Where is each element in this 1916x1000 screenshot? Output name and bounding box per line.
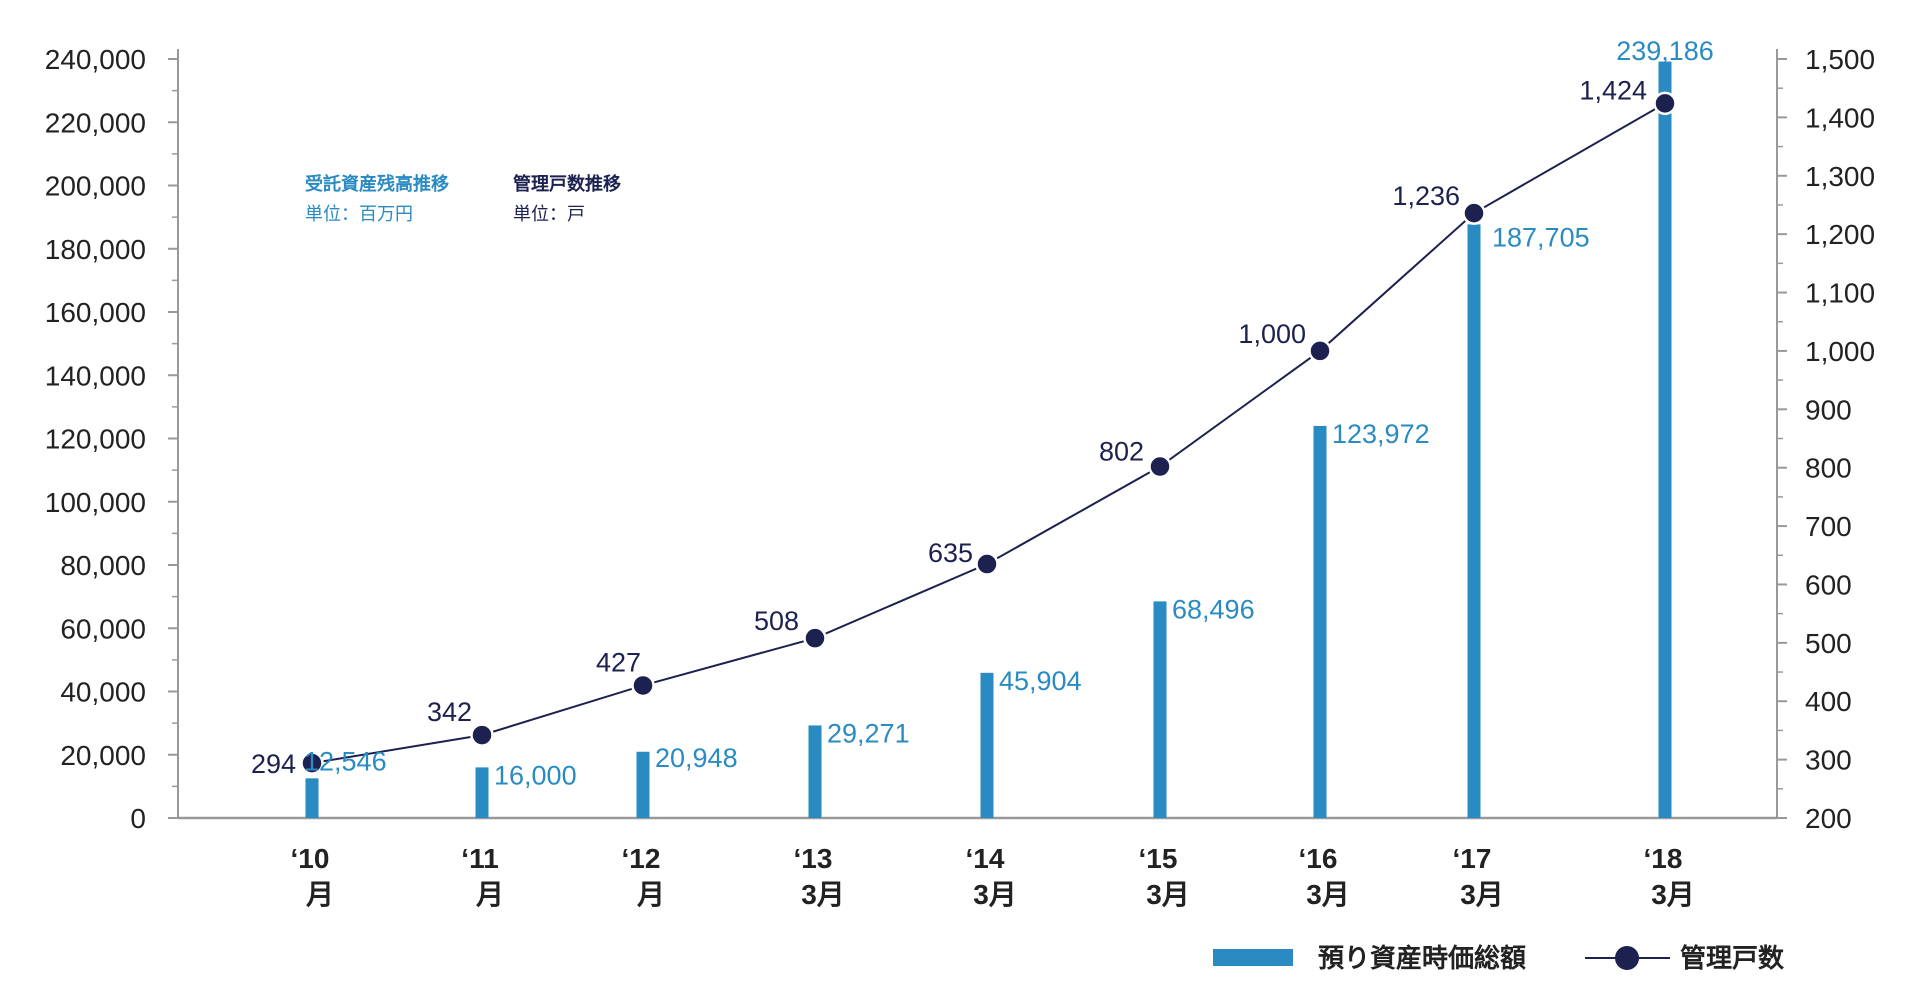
line-marker [1148, 454, 1172, 479]
bar [636, 751, 650, 818]
x-category-label: ‘10 [291, 843, 330, 874]
bar-data-label: 20,948 [655, 743, 738, 773]
x-category-sublabel: 3月 [1146, 879, 1190, 910]
bar-data-label: 123,972 [1332, 419, 1430, 449]
left-tick-label: 60,000 [60, 613, 146, 644]
right-tick-label: 1,100 [1805, 278, 1875, 309]
left-tick-label: 140,000 [45, 360, 146, 391]
x-category-sublabel: 月 [475, 879, 504, 910]
line-series [300, 91, 1677, 775]
right-tick-label: 200 [1805, 803, 1852, 834]
unit-notes: 受託資産残高推移 単位：百万円 管理戸数推移 単位：戸 [305, 173, 621, 224]
left-tick-label: 240,000 [45, 44, 146, 75]
left-tick-label: 120,000 [45, 424, 146, 455]
bar-data-label: 187,705 [1492, 222, 1590, 252]
bar [1313, 425, 1327, 818]
x-category-sublabel: 3月 [1306, 879, 1350, 910]
right-tick-label: 1,400 [1805, 102, 1875, 133]
note-title-units: 管理戸数推移 [513, 173, 621, 194]
left-tick-label: 220,000 [45, 107, 146, 138]
legend-label-assets: 預り資産時価総額 [1318, 943, 1526, 973]
bar [980, 672, 994, 818]
right-tick-label: 1,300 [1805, 161, 1875, 192]
x-category-sublabel: 3月 [801, 879, 845, 910]
point-data-label: 1,424 [1579, 75, 1647, 105]
left-tick-label: 200,000 [45, 171, 146, 202]
data-labels: 12,546 16,000 20,948 29,271 45,904 68,496 123,… [251, 36, 1714, 790]
right-tick-label: 600 [1805, 569, 1852, 600]
line-marker [1308, 339, 1332, 363]
x-category-label: ‘17 [1453, 843, 1492, 874]
point-data-label: 427 [596, 647, 641, 677]
x-category-sublabel: 月 [305, 879, 334, 910]
x-category-label: ‘16 [1299, 843, 1338, 874]
note-title-assets: 受託資産残高推移 [305, 173, 449, 194]
x-category-sublabel: 月 [636, 879, 665, 910]
x-category-label: ‘12 [622, 843, 661, 874]
bar [475, 767, 489, 818]
line-marker [975, 552, 999, 576]
bar-data-label: 16,000 [494, 760, 577, 790]
x-category-label: ‘18 [1644, 843, 1683, 874]
left-tick-label: 80,000 [60, 550, 146, 581]
line-marker [300, 751, 324, 775]
x-category-label: ‘11 [461, 843, 498, 874]
legend-bar-swatch [1213, 949, 1293, 966]
bar-data-label: 12,546 [304, 746, 387, 776]
note-unit-units: 単位：戸 [513, 204, 585, 224]
left-tick-label: 40,000 [60, 677, 146, 708]
left-tick-label: 20,000 [60, 740, 146, 771]
right-tick-label: 1,500 [1805, 44, 1875, 75]
x-category-sublabel: 3月 [1651, 879, 1695, 910]
chart-axes: 0 20,000 40,000 60,000 80,000 100,000 120,000 1… [45, 44, 1875, 910]
right-tick-label: 300 [1805, 745, 1852, 776]
bar [1467, 224, 1481, 818]
bar [808, 725, 822, 818]
bar-series [305, 61, 1672, 818]
left-tick-label: 100,000 [45, 487, 146, 518]
left-tick-label: 0 [130, 803, 146, 834]
x-category-label: ‘15 [1139, 843, 1178, 874]
point-data-label: 294 [251, 749, 296, 779]
right-tick-label: 1,000 [1805, 336, 1875, 367]
point-data-label: 635 [928, 538, 973, 568]
legend-marker-swatch [1615, 946, 1639, 970]
left-tick-label: 160,000 [45, 297, 146, 328]
x-category-label: ‘14 [966, 843, 1005, 874]
bar [1153, 601, 1167, 818]
point-data-label: 1,236 [1392, 181, 1460, 211]
line-marker [470, 723, 494, 747]
note-unit-assets: 単位：百万円 [305, 204, 413, 224]
legend-label-units: 管理戸数 [1680, 943, 1785, 973]
bar-data-label: 68,496 [1172, 594, 1255, 624]
x-category-sublabel: 3月 [1460, 879, 1504, 910]
right-tick-label: 500 [1805, 628, 1852, 659]
line-marker [1653, 91, 1677, 116]
legend: 預り資産時価総額 管理戸数 [1213, 943, 1785, 973]
line-marker [803, 626, 827, 650]
point-data-label: 1,000 [1238, 319, 1306, 349]
line-marker [631, 673, 655, 698]
left-tick-label: 180,000 [45, 234, 146, 265]
right-tick-label: 1,200 [1805, 219, 1875, 250]
x-category-sublabel: 3月 [973, 879, 1017, 910]
bar [305, 778, 319, 818]
line-marker [1462, 201, 1486, 225]
bar-data-label: 29,271 [827, 718, 910, 748]
line-path [311, 102, 1666, 765]
bar-data-label: 45,904 [999, 666, 1082, 696]
point-data-label: 508 [754, 606, 799, 636]
right-tick-label: 400 [1805, 686, 1852, 717]
point-data-label: 342 [427, 697, 472, 727]
point-data-label: 802 [1099, 437, 1144, 467]
right-tick-label: 800 [1805, 453, 1852, 484]
right-tick-label: 700 [1805, 511, 1852, 542]
bar [1658, 61, 1672, 818]
right-tick-label: 900 [1805, 394, 1852, 425]
bar-data-label: 239,186 [1616, 36, 1714, 66]
x-category-label: ‘13 [794, 843, 833, 874]
